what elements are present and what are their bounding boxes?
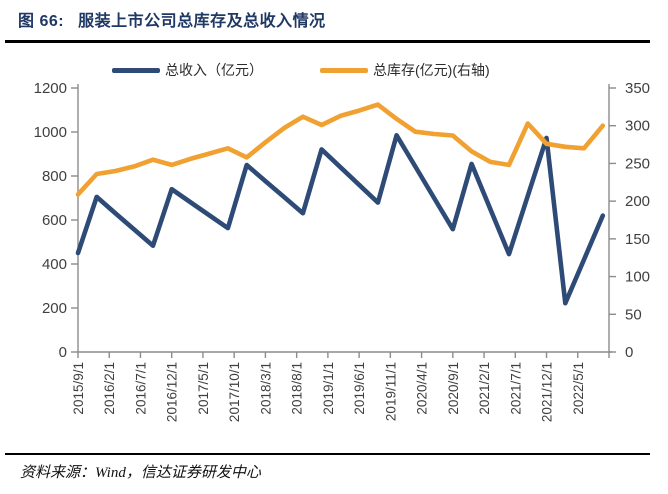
y-right-tick-label: 100 <box>625 269 650 286</box>
y-axis-left-labels: 0 200 400 600 800 1000 1200 <box>34 80 78 361</box>
title-divider-line <box>5 40 650 43</box>
x-tick-label: 2018/3/1 <box>258 362 273 415</box>
y-right-tick-label: 250 <box>625 155 650 172</box>
figure-number-label: 图 66: <box>18 13 65 30</box>
x-tick-label: 2022/5/1 <box>571 362 586 415</box>
x-tick-label: 2020/9/1 <box>446 362 461 415</box>
legend-item-inventory: 总库存(亿元)(右轴) <box>320 60 490 80</box>
x-tick-label: 2017/5/1 <box>196 362 211 415</box>
source-label: 资料来源： <box>20 465 96 481</box>
legend-label-revenue: 总收入（亿元） <box>165 62 263 78</box>
source-note: 资料来源：Wind，信达证券研发中心 <box>20 461 261 482</box>
inventory-line <box>75 102 606 197</box>
inventory-line-swatch <box>320 67 368 73</box>
y-left-tick-label: 0 <box>59 344 67 361</box>
x-axis-labels: 2015/9/1 2016/2/1 2016/7/1 2016/12/1 2017/5/… <box>71 352 610 422</box>
footer-divider-line <box>5 453 650 455</box>
x-tick-label: 2019/6/1 <box>352 362 367 415</box>
legend-label-inventory: 总库存(亿元)(右轴) <box>373 62 490 78</box>
x-tick-label: 2015/9/1 <box>71 362 86 415</box>
x-tick-label: 2020/4/1 <box>415 362 430 415</box>
y-left-tick-label: 1200 <box>34 80 67 97</box>
y-right-tick-label: 350 <box>625 80 650 97</box>
figure-title: 图 66: 服装上市公司总库存及总收入情况 <box>18 7 326 31</box>
revenue-line-swatch <box>112 67 160 73</box>
y-axis-right-labels: 0 50 100 150 200 250 300 350 <box>609 80 650 361</box>
x-tick-label: 2021/7/1 <box>508 362 523 415</box>
y-right-tick-label: 0 <box>625 344 633 361</box>
revenue-line <box>75 133 606 306</box>
y-left-tick-label: 800 <box>42 168 67 185</box>
chart-legend: 总收入（亿元） 总库存(亿元)(右轴) <box>0 60 668 82</box>
x-tick-label: 2017/10/1 <box>227 362 242 422</box>
source-text: Wind，信达证券研发中心 <box>95 465 261 481</box>
axes <box>77 84 612 353</box>
x-tick-label: 2016/12/1 <box>165 362 180 422</box>
x-tick-label: 2018/8/1 <box>290 362 305 415</box>
x-tick-label: 2016/7/1 <box>133 362 148 415</box>
figure-title-text: 服装上市公司总库存及总收入情况 <box>78 13 326 30</box>
dual-axis-line-chart: 0 200 400 600 800 1000 1200 0 50 100 150 200 250 300 3… <box>34 80 650 422</box>
y-right-tick-label: 300 <box>625 118 650 135</box>
y-left-tick-label: 1000 <box>34 124 67 141</box>
y-left-tick-label: 400 <box>42 256 67 273</box>
y-left-tick-label: 200 <box>42 300 67 317</box>
legend-item-revenue: 总收入（亿元） <box>112 60 263 80</box>
x-tick-label: 2019/1/1 <box>321 362 336 415</box>
x-tick-label: 2021/2/1 <box>477 362 492 415</box>
x-tick-label: 2016/2/1 <box>102 362 117 415</box>
y-right-tick-label: 150 <box>625 231 650 248</box>
y-right-tick-label: 50 <box>625 306 642 323</box>
y-left-tick-label: 600 <box>42 212 67 229</box>
x-tick-label: 2021/12/1 <box>540 362 555 422</box>
y-right-tick-label: 200 <box>625 193 650 210</box>
x-tick-label: 2019/11/1 <box>383 362 398 421</box>
